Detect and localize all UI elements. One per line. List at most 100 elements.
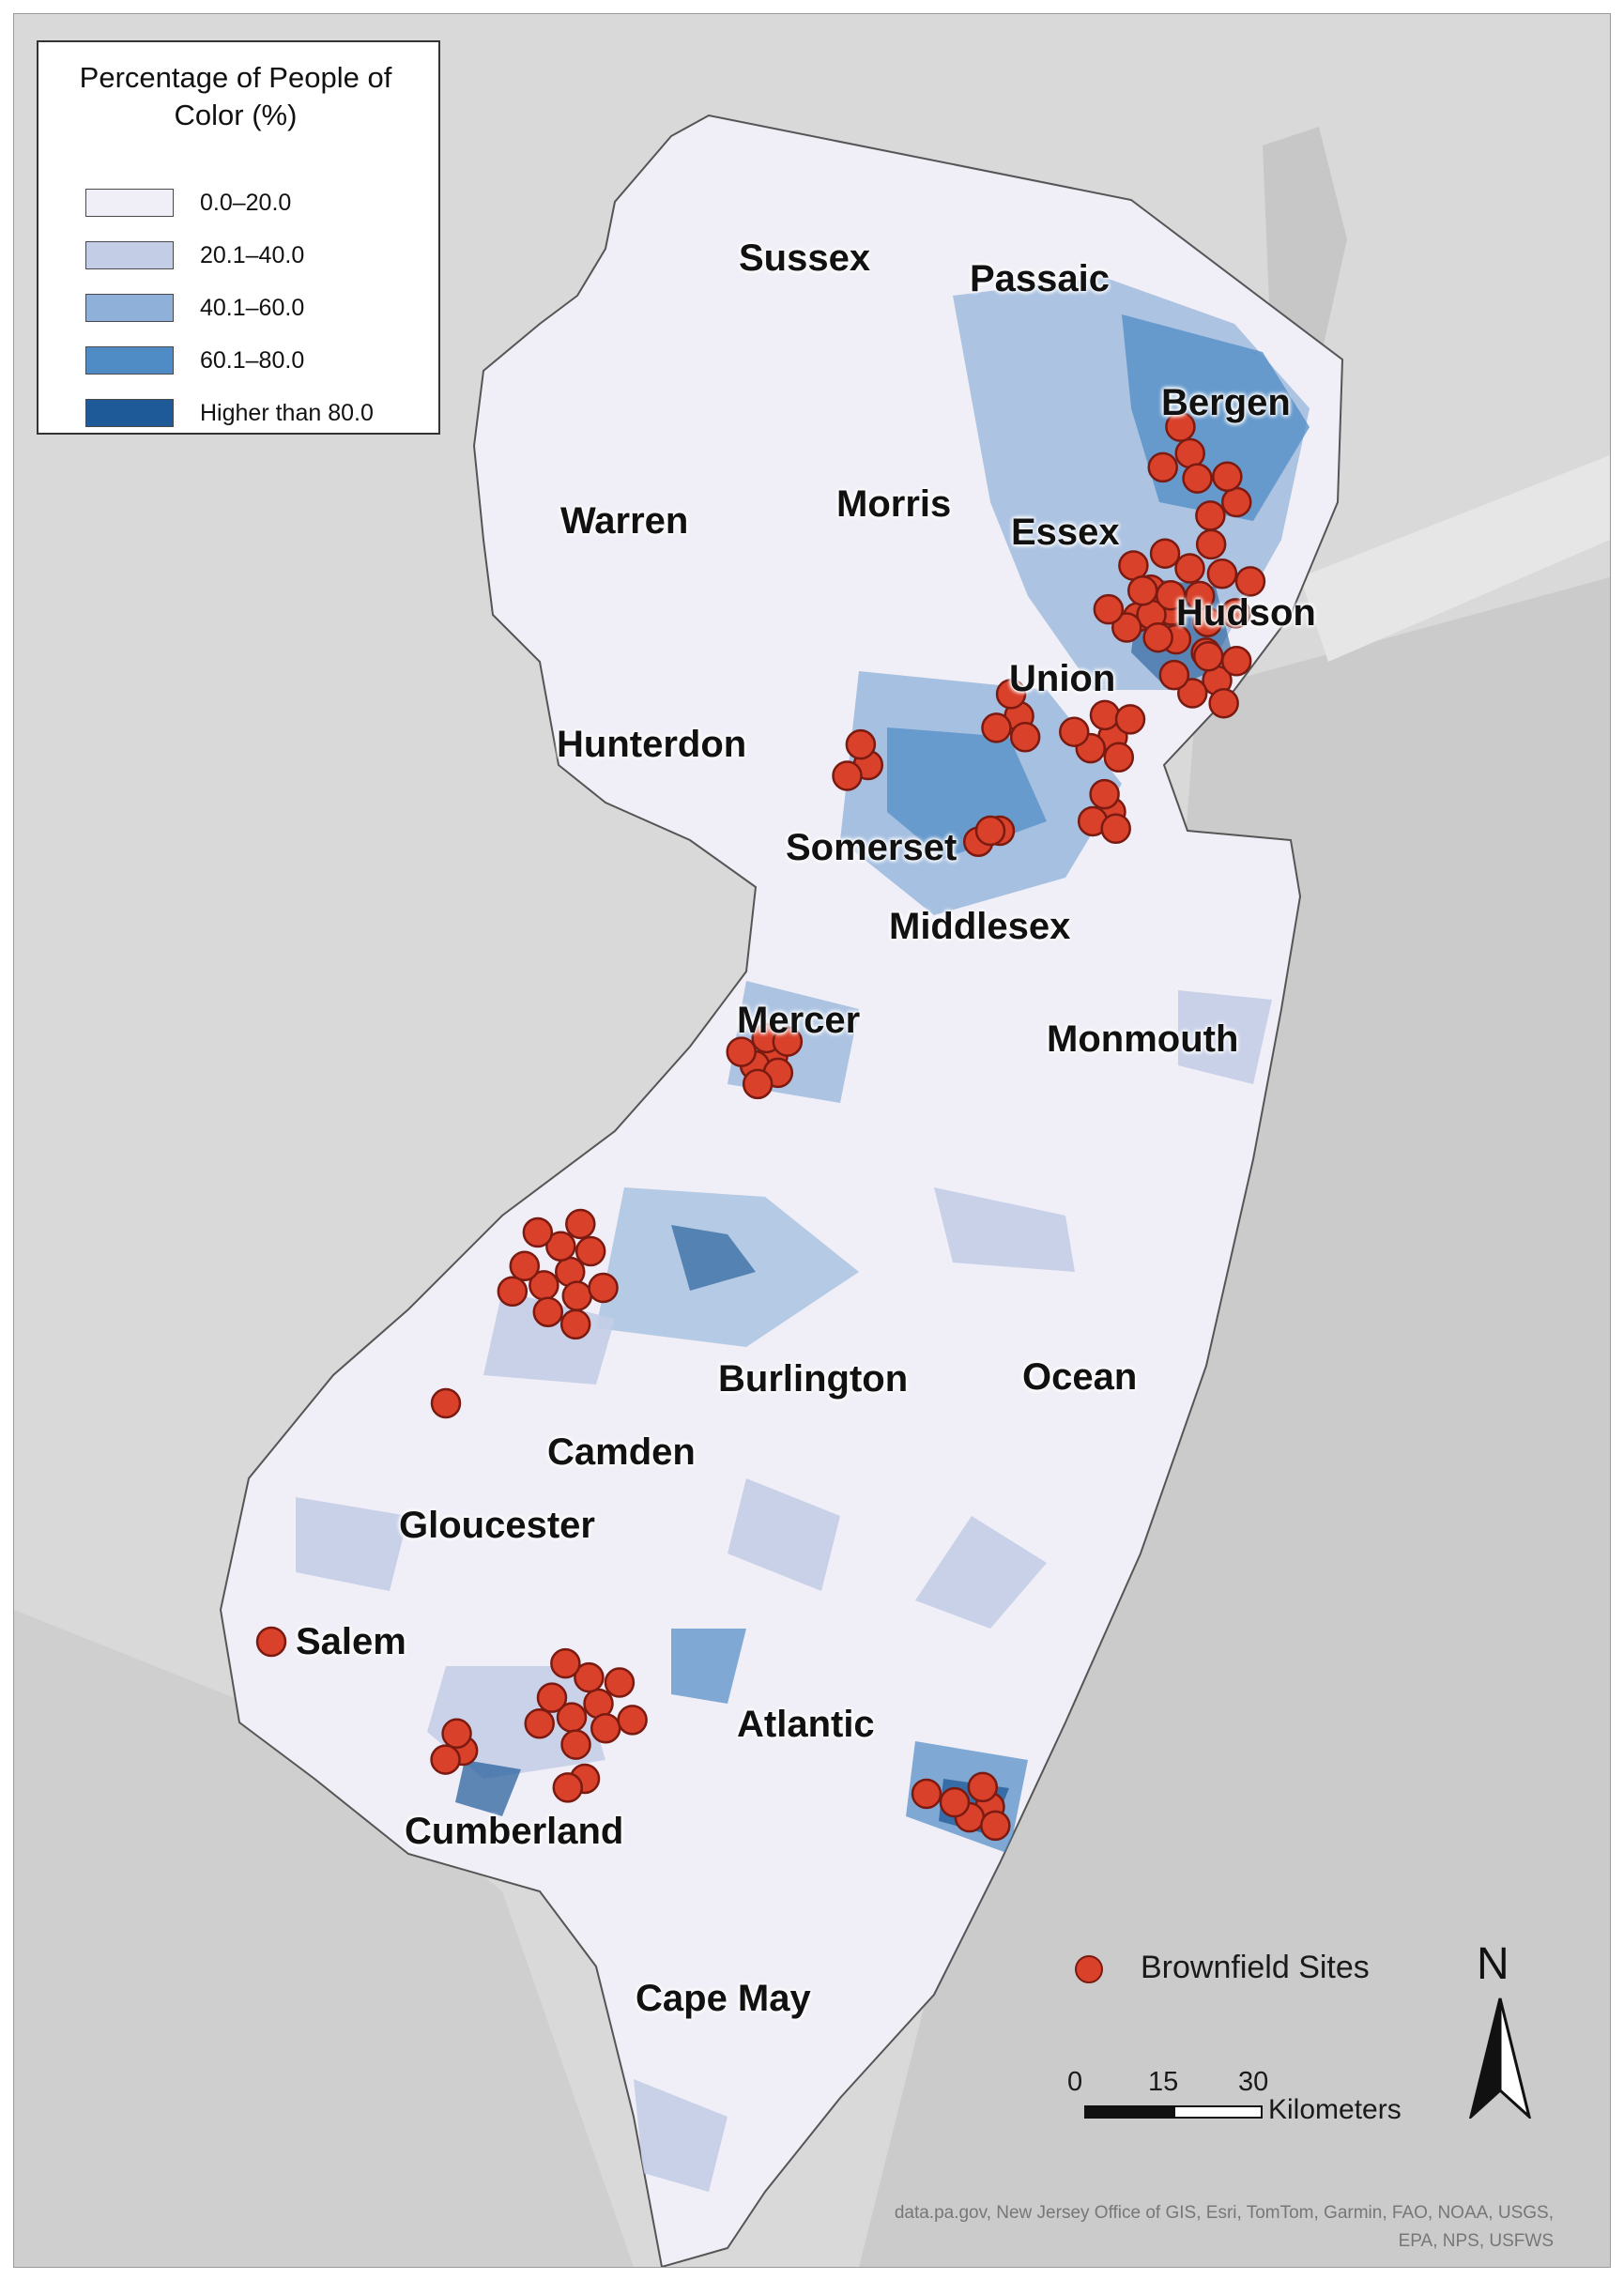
brownfield-site-marker	[1158, 659, 1190, 691]
brownfield-site-marker	[832, 760, 863, 791]
brownfield-site-marker	[575, 1235, 606, 1267]
brownfield-site-marker	[726, 1036, 757, 1067]
brownfield-site-marker	[1147, 451, 1179, 483]
brownfield-site-marker	[1212, 461, 1243, 492]
brownfield-site-marker	[911, 1778, 942, 1810]
brownfield-site-marker	[1177, 678, 1208, 709]
scale-unit: Kilometers	[1268, 2094, 1402, 2125]
delaware-bay	[14, 1610, 634, 2267]
map-frame: Sussex Passaic Bergen Warren Morris Esse…	[13, 13, 1611, 2268]
county-label-hudson: Hudson	[1176, 592, 1316, 634]
north-arrow-icon	[1468, 1997, 1532, 2119]
brownfield-site-marker	[1192, 606, 1223, 637]
brownfield-site-marker	[552, 1772, 584, 1803]
brownfield-site-marker	[550, 1647, 581, 1679]
brownfield-site-marker	[1155, 580, 1187, 611]
brownfield-site-marker	[1089, 699, 1121, 731]
brownfield-site-marker	[1195, 528, 1227, 560]
brownfield-site-marker	[560, 1729, 591, 1760]
legend-label: 60.1–80.0	[200, 347, 305, 374]
brownfield-site-marker	[509, 1250, 541, 1281]
brownfield-site-marker	[559, 1308, 591, 1340]
ocean	[859, 577, 1610, 2267]
brownfield-site-marker	[1174, 553, 1205, 584]
brownfield-site-marker	[980, 1810, 1011, 1842]
legend-title: Percentage of People of Color (%)	[79, 61, 392, 131]
legend-swatch	[85, 294, 174, 322]
legend-label: 0.0–20.0	[200, 190, 292, 216]
legend-label: Higher than 80.0	[200, 400, 374, 426]
brownfield-sites	[255, 411, 1266, 1842]
county-label-gloucester: Gloucester	[399, 1505, 595, 1546]
county-label-atlantic: Atlantic	[737, 1704, 875, 1745]
county-label-essex: Essex	[1011, 512, 1120, 553]
brownfield-site-marker	[1126, 575, 1158, 606]
brownfield-site-marker	[497, 1276, 529, 1308]
brownfield-site-marker	[1118, 550, 1149, 581]
attribution-line: data.pa.gov, New Jersey Office of GIS, E…	[894, 2203, 1554, 2223]
brownfield-site-marker	[524, 1708, 555, 1739]
county-label-cumberland: Cumberland	[405, 1811, 624, 1852]
brownfield-site-marker	[574, 1661, 605, 1693]
brownfield-site-marker	[430, 1744, 461, 1775]
brownfield-site-marker	[590, 1712, 621, 1744]
map-canvas	[14, 14, 1610, 2267]
brownfield-site-marker	[974, 815, 1006, 847]
county-label-cape-may: Cape May	[636, 1978, 811, 2019]
legend-swatch	[85, 241, 174, 269]
county-label-ocean: Ocean	[1022, 1356, 1138, 1398]
brownfield-site-marker	[1220, 486, 1252, 518]
brownfield-site-marker	[772, 1026, 804, 1057]
county-label-morris: Morris	[836, 483, 952, 525]
brownfield-site-marker	[1103, 742, 1135, 773]
site-legend-label: Brownfield Sites	[1141, 1950, 1370, 1985]
brownfield-site-marker	[532, 1296, 564, 1327]
brownfield-site-marker	[1093, 593, 1125, 625]
county-label-warren: Warren	[560, 500, 689, 542]
scale-tick: 30	[1238, 2067, 1269, 2097]
county-label-sussex: Sussex	[739, 237, 871, 279]
scale-segment-light	[1173, 2105, 1263, 2119]
legend-swatch	[85, 189, 174, 217]
brownfield-site-marker	[1220, 598, 1251, 629]
brownfield-site-marker	[545, 1231, 576, 1262]
brownfield-marker-icon	[1075, 1955, 1103, 1983]
map-legend: Percentage of People of Color (%) 0.0–20…	[37, 40, 440, 435]
brownfield-site-marker	[1089, 778, 1120, 810]
brownfield-site-marker	[441, 1718, 472, 1750]
brownfield-site-marker	[588, 1272, 619, 1304]
legend-label: 20.1–40.0	[200, 242, 305, 268]
brownfield-site-marker	[939, 1786, 971, 1818]
brownfield-site-marker	[1111, 612, 1142, 643]
legend-swatch	[85, 399, 174, 427]
brownfield-site-marker	[617, 1705, 648, 1736]
brownfield-site-marker	[1009, 721, 1041, 753]
long-island	[1300, 455, 1610, 662]
county-label-middlesex: Middlesex	[889, 906, 1071, 947]
brownfield-site-marker	[995, 679, 1027, 710]
brownfield-site-marker	[522, 1217, 554, 1248]
brownfield-site-marker	[742, 1068, 774, 1100]
brownfield-site-marker	[255, 1626, 287, 1658]
county-label-camden: Camden	[547, 1431, 696, 1473]
county-label-passaic: Passaic	[970, 258, 1111, 299]
brownfield-site-marker	[561, 1280, 593, 1311]
county-label-monmouth: Monmouth	[1047, 1018, 1239, 1060]
brownfield-site-marker	[845, 728, 877, 760]
brownfield-site-marker	[430, 1387, 462, 1419]
scale-segment-dark	[1084, 2105, 1173, 2119]
brownfield-site-marker	[1165, 411, 1196, 442]
brownfield-site-marker	[1100, 813, 1131, 845]
county-label-bergen: Bergen	[1161, 382, 1291, 423]
brownfield-site-marker	[1195, 500, 1226, 531]
brownfield-site-marker	[1182, 463, 1213, 494]
county-label-salem: Salem	[296, 1621, 406, 1662]
legend-swatch	[85, 346, 174, 375]
scale-tick: 0	[1067, 2067, 1083, 2097]
county-label-union: Union	[1009, 658, 1116, 699]
brownfield-site-marker	[1174, 437, 1205, 469]
legend-label: 40.1–60.0	[200, 295, 305, 321]
scale-tick: 15	[1148, 2067, 1179, 2097]
scale-bar	[1084, 2105, 1263, 2119]
